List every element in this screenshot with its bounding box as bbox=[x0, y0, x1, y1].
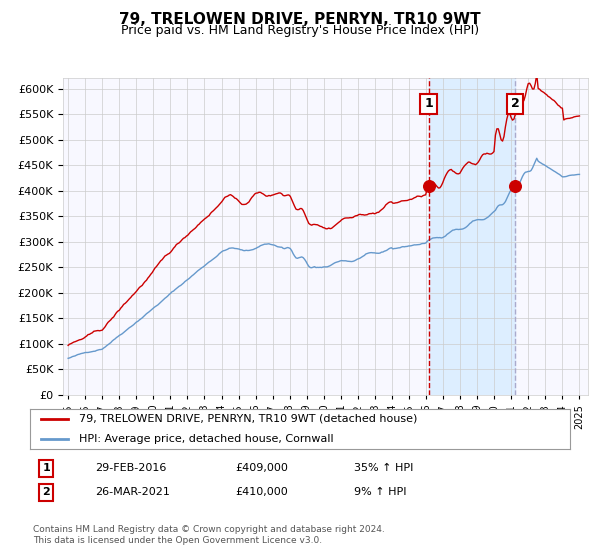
Text: 35% ↑ HPI: 35% ↑ HPI bbox=[354, 464, 413, 474]
Bar bbox=[428, 78, 515, 395]
Text: 9% ↑ HPI: 9% ↑ HPI bbox=[354, 487, 407, 497]
Text: Price paid vs. HM Land Registry's House Price Index (HPI): Price paid vs. HM Land Registry's House … bbox=[121, 24, 479, 37]
Point bbox=[424, 181, 433, 190]
Text: 1: 1 bbox=[424, 97, 433, 110]
Text: HPI: Average price, detached house, Cornwall: HPI: Average price, detached house, Corn… bbox=[79, 434, 333, 444]
Text: Contains HM Land Registry data © Crown copyright and database right 2024.
This d: Contains HM Land Registry data © Crown c… bbox=[33, 525, 385, 545]
Text: £409,000: £409,000 bbox=[235, 464, 288, 474]
Text: 29-FEB-2016: 29-FEB-2016 bbox=[95, 464, 166, 474]
Text: 2: 2 bbox=[43, 487, 50, 497]
Text: 2: 2 bbox=[511, 97, 520, 110]
Text: 26-MAR-2021: 26-MAR-2021 bbox=[95, 487, 170, 497]
Text: £410,000: £410,000 bbox=[235, 487, 288, 497]
Text: 79, TRELOWEN DRIVE, PENRYN, TR10 9WT: 79, TRELOWEN DRIVE, PENRYN, TR10 9WT bbox=[119, 12, 481, 27]
Point bbox=[511, 181, 520, 190]
Text: 79, TRELOWEN DRIVE, PENRYN, TR10 9WT (detached house): 79, TRELOWEN DRIVE, PENRYN, TR10 9WT (de… bbox=[79, 414, 417, 424]
Text: 1: 1 bbox=[43, 464, 50, 474]
